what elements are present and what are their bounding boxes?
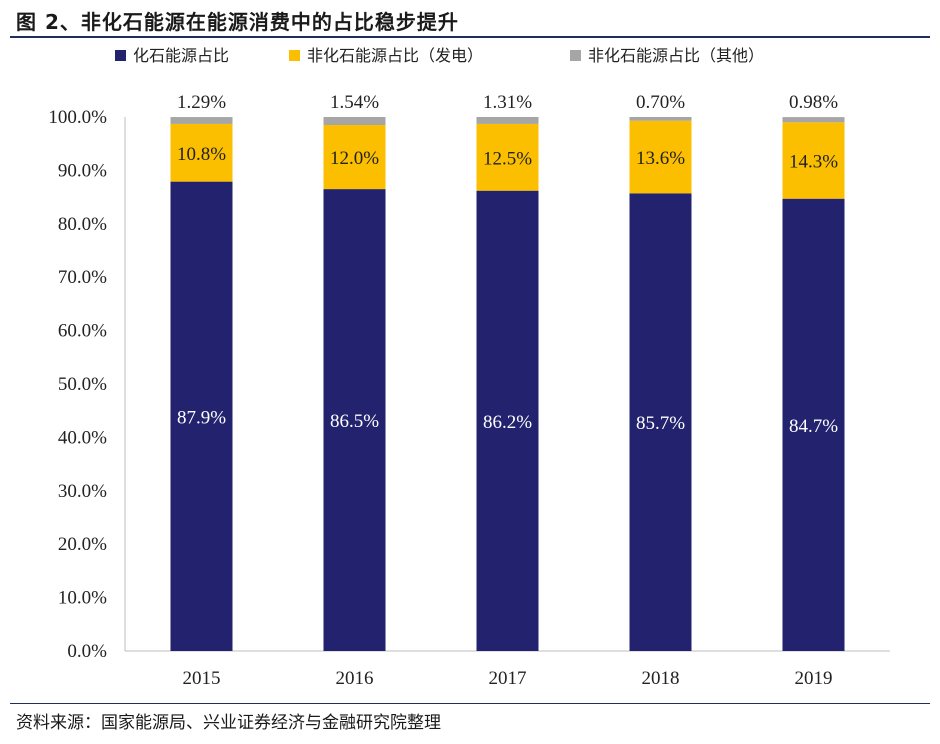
legend-swatch (289, 50, 300, 61)
data-label: 10.8% (177, 144, 226, 165)
chart-legend: 化石能源占比 非化石能源占比（发电） 非化石能源占比（其他） (115, 46, 764, 65)
y-tick-label: 100.0% (48, 107, 107, 128)
data-label: 1.29% (177, 92, 226, 113)
y-tick-label: 10.0% (58, 588, 107, 609)
bar-segment (170, 181, 233, 651)
data-label: 1.31% (483, 92, 532, 113)
legend-label: 非化石能源占比（发电） (307, 46, 483, 65)
y-tick-label: 60.0% (58, 321, 107, 342)
data-label: 86.5% (330, 411, 379, 432)
bar-segment (629, 120, 692, 194)
bar-segment (629, 117, 692, 121)
bar-segment (629, 193, 692, 651)
y-tick-label: 50.0% (58, 374, 107, 395)
source-rule (10, 703, 930, 704)
x-tick-label: 2017 (489, 668, 527, 689)
y-tick-label: 70.0% (58, 267, 107, 288)
legend-swatch (115, 50, 126, 61)
data-label: 84.7% (789, 416, 838, 437)
data-label: 1.54% (330, 92, 379, 113)
bar-segment (782, 117, 845, 123)
x-axis: 2015 2016 2017 2018 2019 (125, 650, 890, 689)
title-rule (10, 36, 930, 38)
data-label: 14.3% (789, 152, 838, 173)
data-label: 85.7% (636, 413, 685, 434)
legend-label: 非化石能源占比（其他） (588, 46, 764, 65)
data-labels: 87.9% 10.8% 1.29% 86.5% 12.0% 1.54% 86.2% 12.5%… (177, 92, 838, 437)
legend-label: 化石能源占比 (133, 46, 229, 65)
bar-segment (476, 117, 539, 124)
y-tick-label: 40.0% (58, 427, 107, 448)
x-tick-label: 2016 (336, 668, 374, 689)
y-tick-label: 20.0% (58, 534, 107, 555)
stacked-bar-chart: 化石能源占比 非化石能源占比（发电） 非化石能源占比（其他） 0.0% 10.0% 20… (48, 46, 890, 689)
bar-segment (782, 198, 845, 651)
y-tick-label: 0.0% (67, 641, 107, 662)
figure-title: 图 2、非化石能源在能源消费中的占比稳步提升 (16, 10, 459, 34)
legend-swatch (570, 50, 581, 61)
data-label: 0.70% (636, 92, 685, 113)
bar-series (170, 117, 845, 651)
y-tick-label: 30.0% (58, 481, 107, 502)
data-label: 12.5% (483, 148, 532, 169)
data-label: 12.0% (330, 148, 379, 169)
data-label: 87.9% (177, 407, 226, 428)
source-note: 资料来源：国家能源局、兴业证券经济与金融研究院整理 (16, 713, 441, 733)
y-tick-label: 80.0% (58, 214, 107, 235)
x-tick-label: 2015 (183, 668, 221, 689)
x-tick-label: 2018 (642, 668, 680, 689)
bar-segment (476, 123, 539, 191)
bar-segment (476, 190, 539, 651)
bar-segment (323, 125, 386, 190)
data-label: 86.2% (483, 412, 532, 433)
y-axis: 0.0% 10.0% 20.0% 30.0% 40.0% 50.0% 60.0% 70.0% 8… (48, 107, 126, 662)
data-label: 13.6% (636, 148, 685, 169)
y-tick-label: 90.0% (58, 160, 107, 181)
bar-segment (782, 122, 845, 199)
bar-segment (170, 123, 233, 182)
data-label: 0.98% (789, 92, 838, 113)
bar-segment (170, 117, 233, 124)
x-tick-label: 2019 (795, 668, 833, 689)
bar-segment (323, 117, 386, 126)
bar-segment (323, 189, 386, 651)
